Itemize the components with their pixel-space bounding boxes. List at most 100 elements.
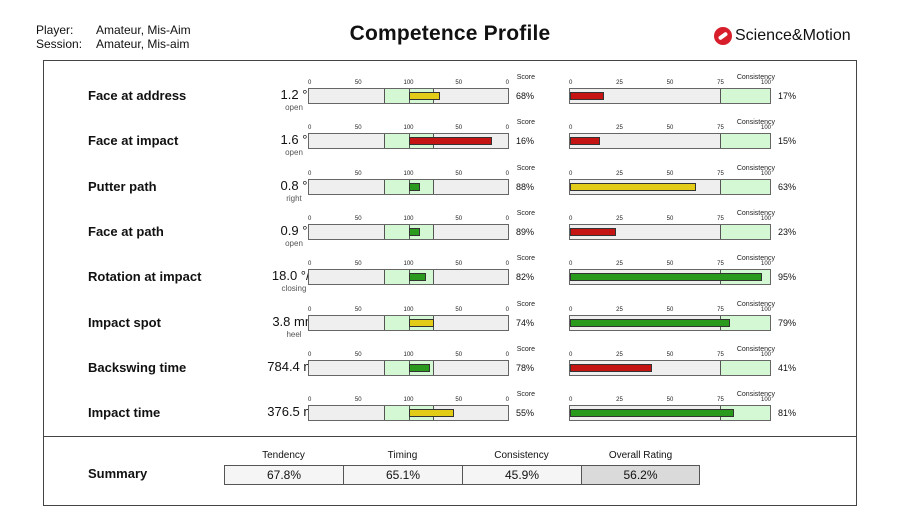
consistency-target-zone — [720, 224, 770, 239]
consistency-bar — [569, 405, 771, 422]
consistency-tick-label: 0 — [569, 215, 573, 222]
score-zone-line — [433, 360, 435, 375]
consistency-tick-label: 75 — [717, 397, 724, 404]
score-caption: Score — [516, 74, 535, 81]
consistency-percent: 79% — [778, 317, 797, 328]
score-tick-label: 50 — [455, 261, 463, 268]
consistency-tick-label: 25 — [616, 80, 623, 86]
consistency-tick-label: 50 — [666, 170, 674, 177]
summary-value: 56.2% — [581, 465, 700, 485]
metric-name: Face at impact — [88, 133, 179, 149]
metric-value: 18.0 °/s — [271, 268, 317, 284]
metric-value: 3.8 mm — [272, 313, 316, 329]
score-fill — [408, 318, 435, 327]
score-caption: Score — [516, 164, 535, 172]
score-bar — [308, 405, 509, 422]
consistency-target-zone — [720, 360, 770, 375]
consistency-tick-label: 100 — [760, 215, 771, 222]
metric-name: Rotation at impact — [88, 269, 202, 285]
score-tick-label: 0 — [308, 261, 312, 268]
score-bar — [308, 359, 509, 376]
consistency-tick-label: 25 — [616, 125, 623, 132]
consistency-tick-label: 0 — [569, 125, 573, 132]
score-tick-label: 100 — [403, 170, 414, 177]
metric-direction: right — [286, 193, 302, 203]
score-tick-label: 50 — [455, 215, 463, 222]
score-tick-label: 0 — [505, 306, 509, 313]
consistency-axis: 0 25 50 75 100 — [569, 80, 771, 88]
consistency-tick-label: 75 — [717, 170, 724, 177]
metric-direction: closing — [281, 284, 307, 294]
metric-direction: open — [285, 103, 303, 112]
consistency-fill — [570, 227, 616, 236]
score-caption: Score — [516, 391, 535, 399]
consistency-percent: 23% — [778, 226, 797, 237]
consistency-tick-label: 25 — [616, 306, 623, 313]
session-value: Amateur, Mis-aim — [96, 37, 190, 51]
consistency-tick-label: 50 — [666, 261, 674, 268]
consistency-percent: 15% — [778, 136, 797, 147]
metric-row: Face at path 0.9 ° open 0 50 100 50 0 Score 89% 0 2… — [44, 197, 856, 248]
consistency-axis: 0 25 50 75 100 — [569, 352, 771, 360]
metric-row: Impact time 376.5 ms 0 50 100 50 0 Score 55% 0 25 5… — [44, 378, 856, 422]
metric-name: Impact time — [88, 405, 161, 421]
consistency-tick-label: 75 — [717, 351, 724, 358]
consistency-zone-line — [720, 224, 721, 239]
consistency-target-zone — [720, 315, 770, 330]
summary-value: 67.8% — [224, 465, 343, 485]
consistency-bar — [569, 133, 771, 150]
score-axis: 0 50 100 50 0 — [308, 397, 509, 405]
summary-header: Consistency — [494, 450, 549, 461]
metric-value: 1.2 ° — [280, 87, 308, 102]
score-bar — [308, 269, 509, 286]
score-zone-line — [433, 224, 435, 239]
consistency-axis: 0 25 50 75 100 — [569, 397, 771, 405]
score-caption: Score — [516, 119, 535, 127]
metric-value: 1.6 ° — [280, 132, 308, 148]
score-zone-line — [383, 270, 385, 285]
score-percent: 55% — [516, 408, 535, 419]
score-bar — [308, 88, 509, 104]
consistency-tick-label: 100 — [760, 261, 771, 268]
score-bar — [308, 133, 509, 150]
score-tick-label: 0 — [505, 80, 509, 86]
consistency-fill — [570, 182, 696, 191]
consistency-tick-label: 75 — [717, 215, 724, 222]
score-tick-label: 50 — [455, 351, 463, 358]
consistency-tick-label: 25 — [616, 351, 623, 358]
consistency-tick-label: 0 — [569, 170, 573, 177]
score-tick-label: 0 — [308, 351, 312, 358]
brand-logo: Science&Motion — [714, 27, 851, 45]
score-fill — [408, 363, 431, 372]
consistency-tick-label: 100 — [760, 306, 771, 313]
score-zone-line — [383, 315, 385, 330]
score-bar — [308, 178, 509, 195]
score-axis: 0 50 100 50 0 — [308, 125, 509, 133]
summary-table: Tendency 67.8% Timing 65.1% Consistency 45.9%… — [224, 448, 700, 485]
consistency-caption: Consistency — [736, 391, 775, 399]
score-tick-label: 50 — [354, 261, 362, 268]
score-percent: 82% — [516, 272, 535, 283]
consistency-tick-label: 75 — [717, 261, 724, 268]
score-axis: 0 50 100 50 0 — [308, 80, 509, 88]
score-tick-label: 50 — [354, 125, 362, 132]
consistency-fill — [570, 273, 762, 282]
metric-row: Rotation at impact 18.0 °/s closing 0 50 100 5… — [44, 242, 856, 293]
consistency-fill — [570, 363, 652, 372]
score-tick-label: 100 — [403, 261, 414, 268]
score-tick-label: 50 — [455, 306, 463, 313]
consistency-tick-label: 0 — [569, 397, 573, 404]
consistency-bar — [569, 223, 771, 240]
score-tick-label: 100 — [403, 397, 414, 404]
consistency-axis: 0 25 50 75 100 — [569, 307, 771, 315]
score-tick-label: 0 — [505, 397, 509, 404]
consistency-target-zone — [720, 134, 770, 149]
consistency-caption: Consistency — [736, 300, 775, 308]
consistency-caption: Consistency — [736, 119, 775, 127]
summary-header: Tendency — [262, 450, 305, 461]
session-info: Player: Amateur, Mis-Aim Session: Amateur,… — [36, 23, 191, 51]
consistency-zone-line — [720, 134, 721, 149]
score-fill — [408, 273, 427, 282]
consistency-fill — [570, 409, 734, 418]
score-percent: 78% — [516, 362, 535, 373]
